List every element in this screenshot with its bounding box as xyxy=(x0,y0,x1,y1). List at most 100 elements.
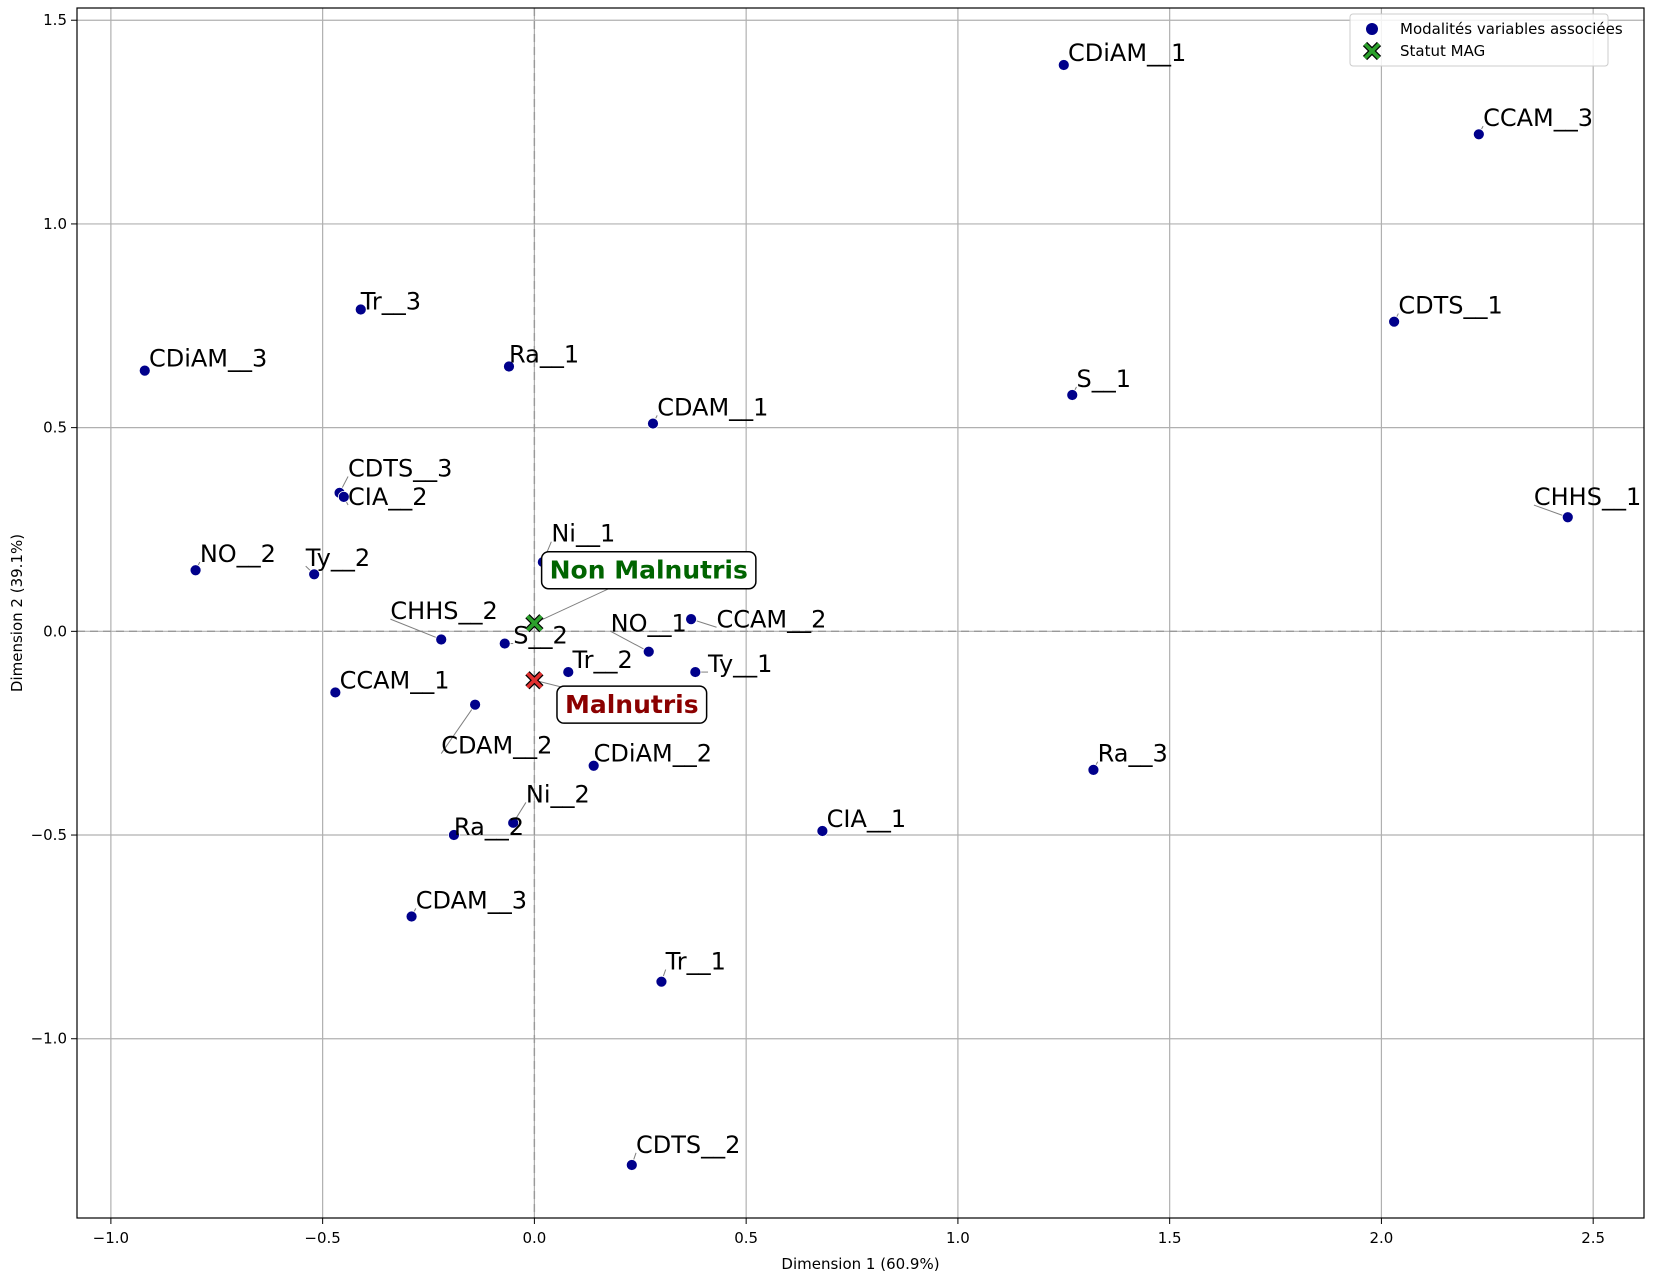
point-ccam-1 xyxy=(329,686,342,699)
point-label-cia-2: CIA__2 xyxy=(348,483,428,511)
point-label-cdam-3: CDAM__3 xyxy=(416,886,527,914)
grid-lines xyxy=(77,8,1644,1218)
plot-frame xyxy=(76,7,1645,1219)
point-label-chhs-1: CHHS__1 xyxy=(1534,483,1641,511)
point-chhs-2 xyxy=(435,633,448,646)
label-box-non-malnutris: Non Malnutris xyxy=(540,550,757,590)
point-cdiam-2 xyxy=(587,759,600,772)
point-cdam-2 xyxy=(469,698,482,711)
x-tick-label: 2.0 xyxy=(1369,1229,1393,1247)
point-label-tr-2: Tr__2 xyxy=(572,646,633,674)
point-label-cdts-1: CDTS__1 xyxy=(1398,292,1502,320)
point-label-ra-1: Ra__1 xyxy=(509,340,579,368)
x-axis-title: Dimension 1 (60.9%) xyxy=(781,1255,939,1272)
label-non-malnutris: Non Malnutris xyxy=(550,556,748,585)
point-tr-2 xyxy=(562,666,575,678)
point-cdiam-1 xyxy=(1057,59,1070,71)
x-tick-label: 0.0 xyxy=(522,1229,546,1247)
y-tick-label: 1.5 xyxy=(43,11,67,29)
label-box-frame-malnutris xyxy=(556,685,708,724)
point-cdam-1 xyxy=(647,417,659,430)
point-label-s-1: S__1 xyxy=(1076,365,1131,393)
point-no-1 xyxy=(642,645,655,658)
point-ccam-2 xyxy=(685,613,697,626)
label-box-frame-non-malnutris xyxy=(540,550,757,590)
point-label-ra-3: Ra__3 xyxy=(1098,740,1168,768)
point-ty-2 xyxy=(308,568,321,581)
point-label-no-2: NO__2 xyxy=(200,540,276,568)
x-tick-label: 1.5 xyxy=(1158,1229,1182,1247)
legend-x-glyph xyxy=(1362,41,1382,61)
axis-ticks: −1.0 −0.5 0.0 0.5 1.0 1.5 2.0 2.5 1.5 1.0 0.5 0.0 −0… xyxy=(31,11,1606,1247)
point-ccam-3 xyxy=(1472,128,1485,141)
label-malnutris: Malnutris xyxy=(565,690,699,719)
marker-malnutris xyxy=(525,671,544,690)
x-tick-label: −1.0 xyxy=(93,1229,129,1247)
point-ra-1 xyxy=(503,360,515,373)
legend-marker-x xyxy=(1362,41,1382,61)
y-axis-title: Dimension 2 (39.1%) xyxy=(8,534,26,692)
point-label-chhs-2: CHHS__2 xyxy=(390,597,497,625)
x-tick-label: 2.5 xyxy=(1581,1229,1605,1247)
point-cia-2 xyxy=(337,490,350,503)
point-ty-1 xyxy=(689,666,702,678)
point-label-no-1: NO__1 xyxy=(611,609,687,637)
zero-lines xyxy=(77,8,1644,1218)
leader-line-chhs-1 xyxy=(1533,504,1568,518)
point-no-2 xyxy=(189,564,202,577)
legend-marker-circle xyxy=(1366,23,1378,35)
point-ra-2 xyxy=(448,829,460,841)
point-label-ni-1: Ni__1 xyxy=(551,520,615,548)
point-ni-2 xyxy=(507,816,520,829)
legend: Modalités variables associées Statut MAG xyxy=(1349,13,1623,67)
point-s-1 xyxy=(1066,389,1079,401)
x-tick-label: −0.5 xyxy=(304,1229,340,1247)
point-labels: CDiAM__1 CCAM__3 Tr__3 CDTS__1 CDiAM__3 Ra__1… xyxy=(149,39,1641,1159)
y-tick-label: −0.5 xyxy=(31,826,67,844)
label-box-malnutris: Malnutris xyxy=(556,685,708,724)
leader-lines xyxy=(195,125,1568,1166)
marker-non-malnutris xyxy=(525,614,544,633)
point-label-s-2: S__2 xyxy=(513,622,568,650)
point-label-ccam-3: CCAM__3 xyxy=(1483,104,1593,132)
y-tick-label: 1.0 xyxy=(43,215,67,233)
point-cdts-2 xyxy=(625,1159,638,1171)
y-tick-label: 0.5 xyxy=(43,419,67,437)
point-label-cdam-2: CDAM__2 xyxy=(441,732,552,760)
legend-label-statut: Statut MAG xyxy=(1400,42,1485,60)
point-label-ccam-1: CCAM__1 xyxy=(340,666,450,694)
data-points xyxy=(138,59,1574,1171)
point-label-cdiam-1: CDiAM__1 xyxy=(1068,39,1186,67)
point-cdts-1 xyxy=(1388,315,1401,328)
point-cdam-3 xyxy=(405,910,418,923)
point-label-cia-1: CIA__1 xyxy=(827,805,907,833)
legend-label-modalites: Modalités variables associées xyxy=(1400,20,1623,38)
leader-line-chhs-2 xyxy=(390,618,442,640)
point-cdiam-3 xyxy=(138,364,151,377)
point-label-ty-2: Ty__2 xyxy=(305,544,370,572)
point-label-cdam-1: CDAM__1 xyxy=(657,393,768,421)
point-label-tr-3: Tr__3 xyxy=(360,287,421,315)
point-tr-1 xyxy=(655,975,668,988)
point-cia-1 xyxy=(816,825,829,837)
point-label-cdts-2: CDTS__2 xyxy=(636,1131,740,1159)
x-tick-label: 0.5 xyxy=(734,1229,758,1247)
y-tick-label: −1.0 xyxy=(31,1030,67,1048)
point-s-2 xyxy=(498,637,511,650)
leader-line-no-1 xyxy=(610,630,649,653)
point-chhs-1 xyxy=(1561,511,1574,524)
point-label-cdts-3: CDTS__3 xyxy=(348,455,452,483)
point-label-ra-2: Ra__2 xyxy=(454,813,524,841)
point-label-ni-2: Ni__2 xyxy=(526,780,590,808)
point-label-cdiam-3: CDiAM__3 xyxy=(149,345,267,373)
legend-box xyxy=(1349,13,1609,67)
x-tick-label: 1.0 xyxy=(946,1229,970,1247)
point-label-ccam-2: CCAM__2 xyxy=(717,605,827,633)
point-label-tr-1: Tr__1 xyxy=(665,947,726,975)
point-label-ty-1: Ty__1 xyxy=(707,650,772,678)
point-tr-3 xyxy=(354,303,367,316)
leader-line-cdam-2 xyxy=(440,704,476,754)
point-label-cdiam-2: CDiAM__2 xyxy=(594,740,712,768)
point-ra-3 xyxy=(1087,763,1100,776)
